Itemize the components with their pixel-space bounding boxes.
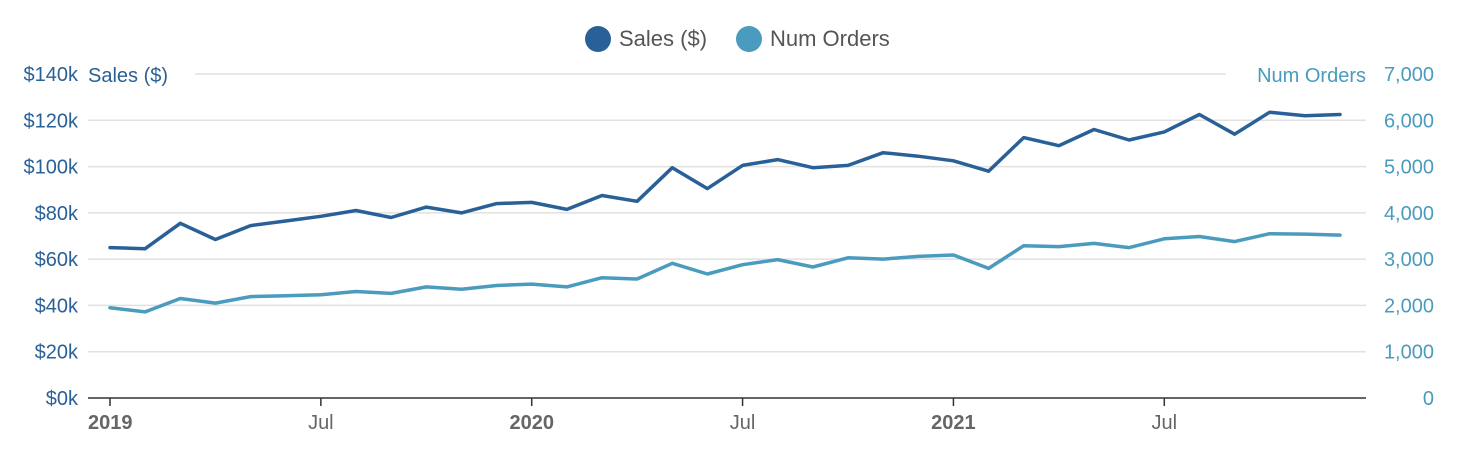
- x-tick-label: 2020: [509, 412, 554, 434]
- right-tick-label: 0: [1423, 388, 1434, 410]
- left-tick-label: $140k: [24, 64, 79, 86]
- left-tick-label: $100k: [24, 157, 79, 179]
- x-axis: 2019 Jul 2020 Jul 2021 Jul: [88, 397, 1366, 434]
- orders-line[interactable]: [108, 231, 1342, 314]
- left-y-axis: $0k $20k $40k $60k $80k $100k $120k $140k: [24, 64, 79, 410]
- right-tick-label: 3,000: [1384, 249, 1434, 271]
- left-tick-label: $20k: [35, 342, 79, 364]
- sales-line[interactable]: [108, 110, 1342, 251]
- right-tick-label: 2,000: [1384, 295, 1434, 317]
- left-axis-title: Sales ($): [88, 65, 168, 87]
- right-tick-label: 6,000: [1384, 110, 1434, 132]
- right-axis-title: Num Orders: [1257, 65, 1366, 87]
- legend-marker-orders: [736, 26, 762, 52]
- right-y-axis: 0 1,000 2,000 3,000 4,000 5,000 6,000 7,000: [1384, 64, 1434, 410]
- legend: Sales ($) Num Orders: [585, 26, 890, 52]
- series-lines: [108, 110, 1342, 314]
- left-tick-label: $120k: [24, 110, 79, 132]
- gridlines: [88, 73, 1366, 353]
- legend-label-sales: Sales ($): [619, 26, 707, 51]
- left-tick-label: $60k: [35, 249, 79, 271]
- legend-item-sales[interactable]: Sales ($): [585, 26, 707, 52]
- legend-item-orders[interactable]: Num Orders: [736, 26, 890, 52]
- right-tick-label: 4,000: [1384, 203, 1434, 225]
- x-tick-label: Jul: [308, 412, 334, 434]
- x-tick-label: Jul: [730, 412, 756, 434]
- right-tick-label: 1,000: [1384, 342, 1434, 364]
- right-tick-label: 7,000: [1384, 64, 1434, 86]
- x-tick-label: Jul: [1151, 412, 1177, 434]
- left-tick-label: $40k: [35, 295, 79, 317]
- x-tick-label: 2021: [931, 412, 976, 434]
- right-tick-label: 5,000: [1384, 157, 1434, 179]
- legend-marker-sales: [585, 26, 611, 52]
- x-tick-label: 2019: [88, 412, 133, 434]
- legend-label-orders: Num Orders: [770, 26, 890, 51]
- left-tick-label: $80k: [35, 203, 79, 225]
- left-tick-label: $0k: [46, 388, 79, 410]
